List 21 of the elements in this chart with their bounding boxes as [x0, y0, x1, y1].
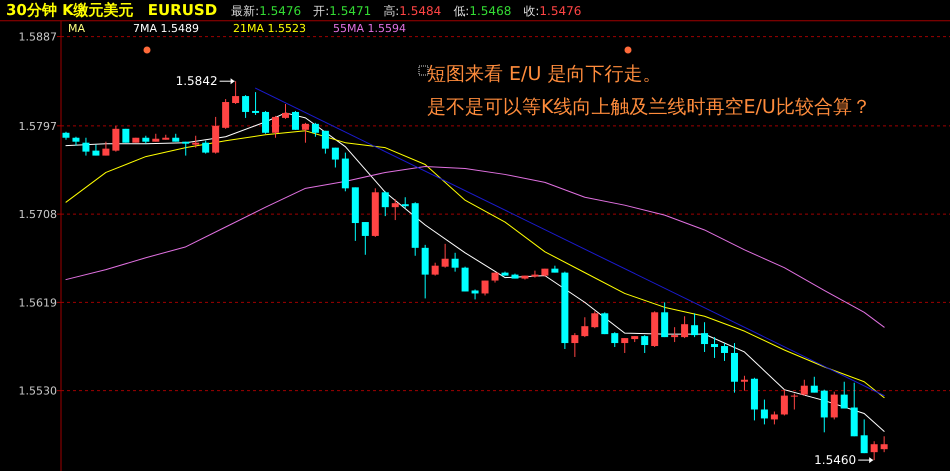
text: 收:1.5476 — [523, 4, 582, 18]
y-tick-label: 1.5708 — [18, 208, 57, 222]
chart-subtitle: EURUSD — [148, 1, 218, 19]
legend-title: MA — [68, 22, 86, 35]
line-series — [65, 166, 885, 328]
y-tick-label: 1.5530 — [18, 384, 57, 398]
y-tick-label: 1.5887 — [18, 30, 57, 44]
annotation: 1.5460 — [814, 453, 856, 468]
chart-title: 30分钟 K缴元美元 — [6, 1, 134, 19]
y-tick-label: 1.5797 — [18, 120, 57, 133]
annotation: 1.5842 — [176, 74, 218, 88]
text: 55MA 1.5594 — [333, 22, 406, 35]
text: 开:1.5471 — [313, 4, 372, 18]
y-tick-label: 1.5619 — [18, 296, 57, 310]
text: 21MA 1.5523 — [233, 22, 306, 35]
text: 低:1.5468 — [453, 4, 512, 18]
text: 7MA 1.5489 — [133, 22, 199, 35]
text: 高:1.5484 — [383, 4, 442, 18]
annotation: 是不是可以等K线向上触及兰线时再空E/U比较合算？ — [427, 96, 871, 118]
annotation: 短图来看 E/U 是向下行走。 — [427, 63, 662, 85]
text: 最新:1.5476 — [231, 4, 302, 18]
